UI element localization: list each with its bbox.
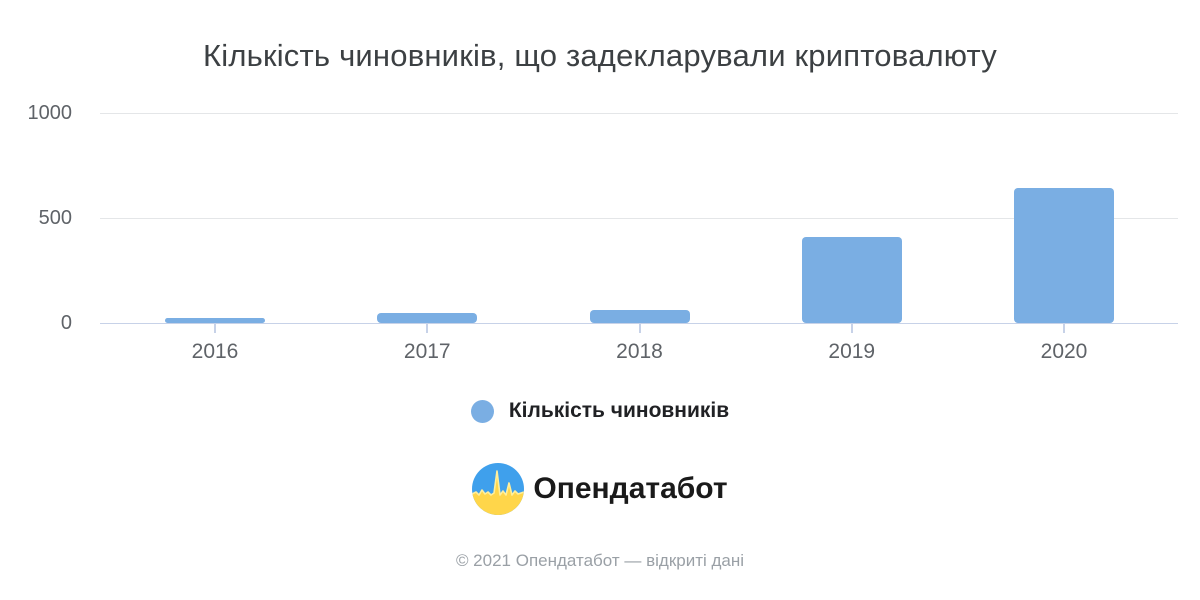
x-axis-tickmark-2018 — [638, 324, 641, 333]
copyright-footer: © 2021 Опендатабот — відкриті дані — [455, 551, 745, 570]
chart-title: Кількість чиновників, що задекларували к… — [202, 38, 998, 73]
gridline-0 — [100, 322, 1178, 324]
gridline-1000 — [100, 112, 1178, 114]
gridline-500 — [100, 217, 1178, 219]
chart-legend: Кількість чиновників — [0, 399, 1200, 423]
y-axis-tick-0: 0 — [60, 312, 72, 334]
legend-marker-circle — [470, 399, 494, 423]
bar-2017 — [377, 312, 478, 323]
bar-2016 — [165, 318, 265, 323]
x-axis-tick-2020: 2020 — [1040, 340, 1088, 363]
opendatabot-wordmark: Опендатабот — [533, 472, 728, 505]
y-axis-tick-1000: 1000 — [27, 102, 73, 124]
y-axis-tick-500: 500 — [38, 207, 72, 229]
legend-series-label: Кількість чиновників — [508, 399, 730, 422]
x-axis-tickmark-2016 — [214, 324, 216, 333]
x-axis-tickmark-2019 — [850, 324, 853, 333]
opendatabot-pulse-icon — [472, 463, 525, 515]
x-axis-tickmark-2017 — [426, 324, 429, 333]
bar-2019 — [801, 236, 902, 323]
bar-2018 — [589, 309, 690, 323]
opendatabot-branding: Опендатабот — [0, 463, 1200, 515]
x-axis-tick-2019: 2019 — [828, 340, 876, 363]
x-axis-tick-2017: 2017 — [403, 340, 451, 363]
bar-2020 — [1014, 187, 1114, 323]
x-axis-tick-2018: 2018 — [616, 340, 663, 363]
x-axis-tick-2016: 2016 — [191, 340, 239, 363]
x-axis-tickmark-2020 — [1063, 324, 1065, 333]
